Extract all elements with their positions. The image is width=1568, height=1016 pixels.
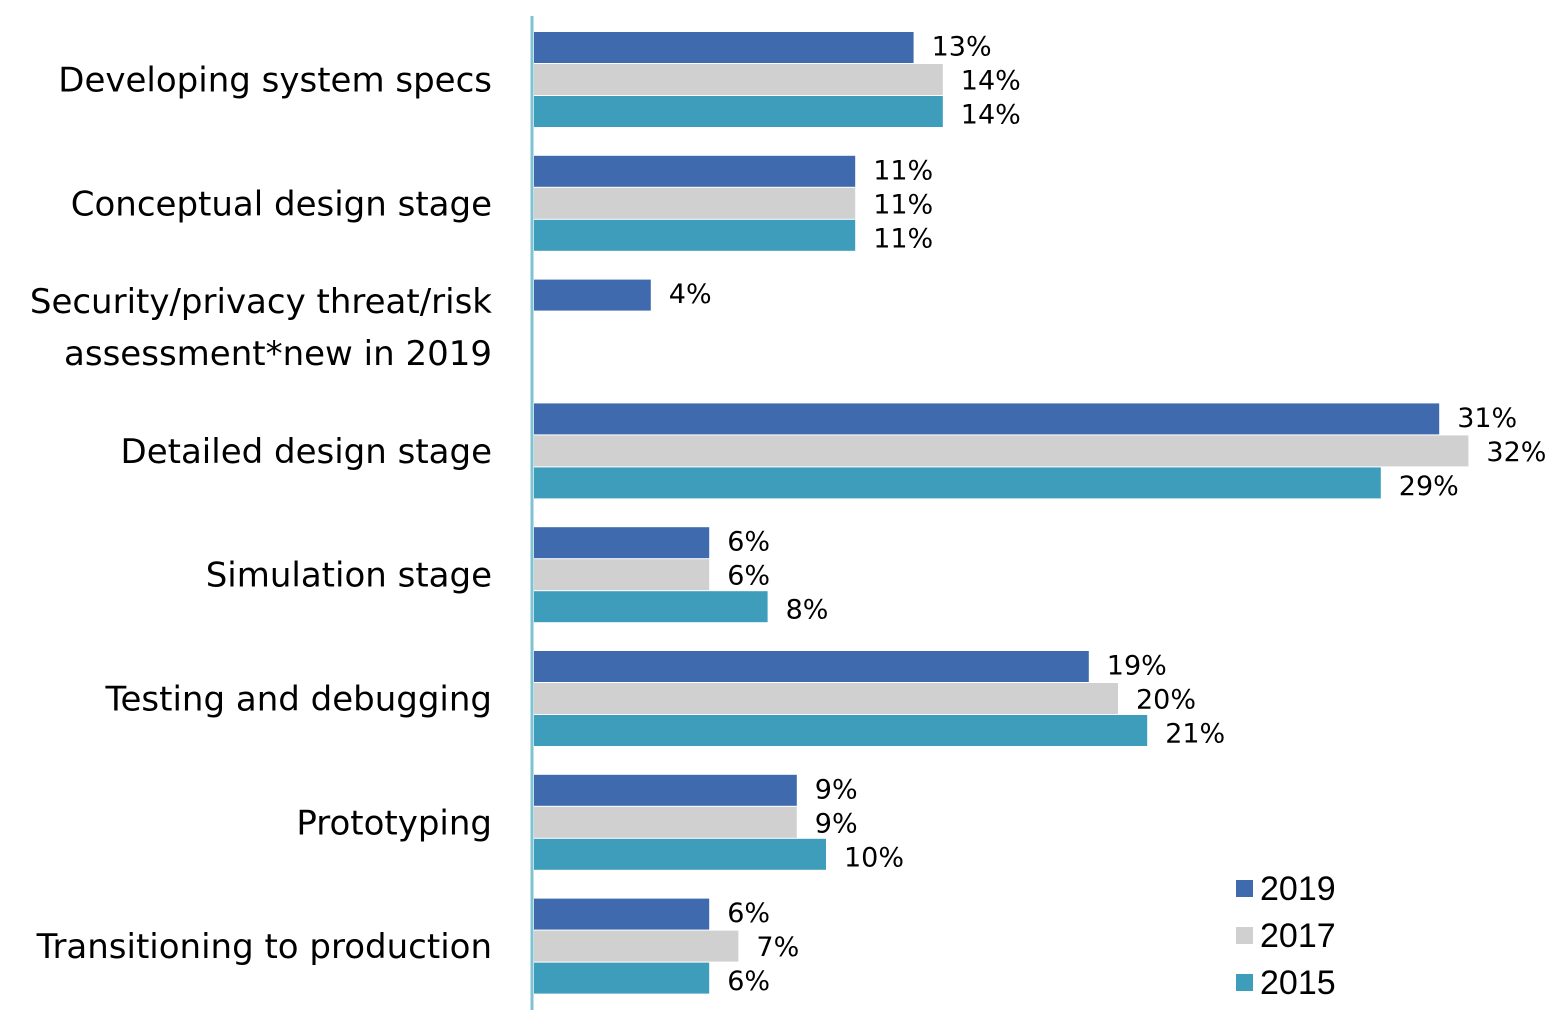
bar-2015	[534, 591, 768, 623]
category-label: Security/privacy threat/risk	[30, 282, 492, 322]
data-label-2017: 20%	[1136, 685, 1196, 716]
bar-2017	[534, 64, 943, 95]
data-label-2017: 7%	[756, 932, 799, 963]
legend-swatch-2015	[1236, 974, 1253, 991]
category-label: assessment*new in 2019	[64, 334, 492, 374]
data-label-2017: 32%	[1486, 437, 1546, 468]
bar-2015	[534, 96, 943, 127]
legend-swatch-2017	[1236, 927, 1253, 944]
data-label-2015: 6%	[727, 966, 770, 997]
data-label-2019: 6%	[727, 898, 770, 929]
bar-2019	[534, 403, 1440, 435]
bar-2015	[534, 838, 826, 870]
data-label-2015: 21%	[1165, 719, 1225, 750]
data-label-2015: 29%	[1399, 471, 1459, 502]
bar-2017	[534, 930, 739, 962]
bar-2015	[534, 962, 710, 994]
data-label-2017: 6%	[727, 561, 770, 592]
bar-2017	[534, 187, 856, 219]
data-label-2019: 4%	[669, 279, 712, 310]
bar-2017	[534, 435, 1469, 467]
data-label-2015: 11%	[873, 223, 933, 254]
bar-2017	[534, 683, 1118, 714]
data-label-2015: 10%	[844, 842, 904, 873]
bar-2017	[534, 559, 710, 591]
bar-2015	[534, 715, 1148, 746]
data-label-2019: 9%	[815, 774, 858, 805]
data-label-2015: 8%	[786, 595, 829, 626]
data-label-2017: 11%	[873, 189, 933, 220]
legend-label-2019: 2019	[1260, 870, 1336, 908]
data-label-2019: 6%	[727, 527, 770, 558]
data-label-2015: 14%	[961, 100, 1021, 131]
data-label-2019: 19%	[1107, 651, 1167, 682]
data-label-2017: 14%	[961, 66, 1021, 97]
data-label-2017: 9%	[815, 808, 858, 839]
legend-label-2017: 2017	[1260, 917, 1336, 955]
bar-2019	[534, 898, 710, 930]
bar-2015	[534, 467, 1381, 499]
data-label-2019: 13%	[932, 32, 992, 63]
bar-2019	[534, 774, 797, 806]
category-label: Detailed design stage	[121, 432, 492, 472]
category-label: Testing and debugging	[105, 680, 492, 720]
legend-label-2015: 2015	[1260, 964, 1336, 1002]
category-label: Developing system specs	[58, 61, 492, 101]
bar-2019	[534, 279, 651, 311]
category-label: Simulation stage	[206, 556, 492, 596]
data-label-2019: 11%	[873, 155, 933, 186]
category-label: Conceptual design stage	[71, 184, 492, 224]
category-label: Transitioning to production	[36, 927, 492, 967]
bar-2015	[534, 219, 856, 251]
bar-2019	[534, 651, 1089, 682]
bar-2019	[534, 155, 856, 187]
bar-2017	[534, 806, 797, 838]
data-label-2019: 31%	[1457, 403, 1517, 434]
legend-swatch-2019	[1236, 880, 1253, 897]
bar-2019	[534, 527, 710, 559]
category-label: Prototyping	[296, 803, 492, 843]
bar-2019	[534, 32, 914, 63]
